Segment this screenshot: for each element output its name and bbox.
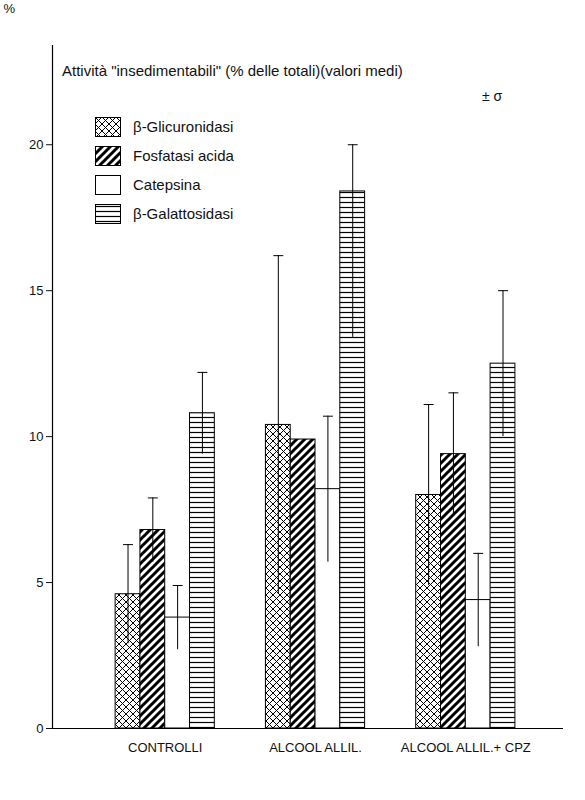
svg-text:%: % <box>4 1 16 16</box>
svg-text:CONTROLLI: CONTROLLI <box>128 740 202 755</box>
html-text:Catepsina: Catepsina <box>133 176 201 193</box>
svg-text:ALCOOL ALLIL.+ CPZ: ALCOOL ALLIL.+ CPZ <box>401 740 531 755</box>
svg-text:ALCOOL ALLIL.: ALCOOL ALLIL. <box>269 740 362 755</box>
html-text:β-Glicuronidasi: β-Glicuronidasi <box>133 118 234 135</box>
svg-text:5: 5 <box>36 575 43 590</box>
svg-text:15: 15 <box>29 283 43 298</box>
html-text:Fosfatasi acida: Fosfatasi acida <box>133 147 234 164</box>
html-text:± σ: ± σ <box>482 88 503 104</box>
svg-text:20: 20 <box>29 137 43 152</box>
svg-text:0: 0 <box>36 721 43 736</box>
html-text:Attività "insedimentabili" (%: Attività "insedimentabili" (% delle tota… <box>62 62 403 79</box>
html-text:β-Galattosidasi: β-Galattosidasi <box>133 205 234 222</box>
svg-text:10: 10 <box>29 429 43 444</box>
